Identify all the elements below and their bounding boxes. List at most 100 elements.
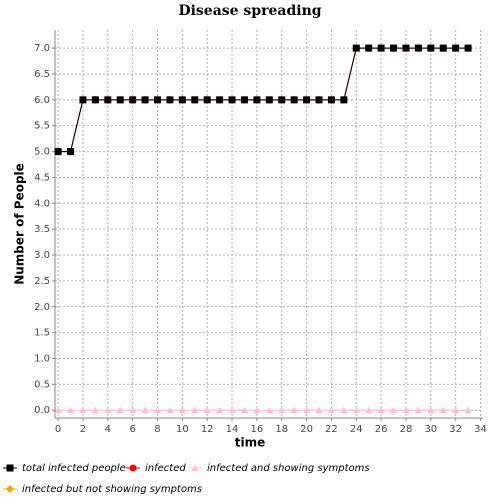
marker — [129, 96, 137, 104]
x-tick-label: 20 — [300, 424, 313, 435]
marker — [315, 96, 323, 104]
marker — [340, 96, 348, 104]
marker — [464, 406, 472, 414]
marker — [352, 44, 360, 52]
marker — [452, 406, 460, 414]
marker — [178, 96, 186, 104]
x-tick-label: 32 — [449, 424, 462, 435]
marker — [6, 485, 14, 493]
marker — [67, 406, 75, 414]
marker — [191, 406, 199, 414]
marker — [153, 406, 161, 414]
x-tick-label: 10 — [176, 424, 189, 435]
marker — [129, 464, 137, 472]
y-tick-label: 1.5 — [34, 328, 50, 339]
marker — [414, 44, 422, 52]
x-tick-label: 34 — [474, 424, 487, 435]
legend-label: infected and showing symptoms — [207, 463, 370, 474]
marker — [365, 44, 373, 52]
marker — [439, 44, 447, 52]
x-tick-label: 14 — [226, 424, 239, 435]
x-tick-label: 8 — [154, 424, 160, 435]
x-tick-label: 16 — [251, 424, 264, 435]
marker — [439, 406, 447, 414]
x-tick-label: 26 — [375, 424, 388, 435]
marker — [265, 406, 273, 414]
marker — [216, 96, 224, 104]
y-tick-label: 3.5 — [34, 224, 50, 235]
marker — [464, 44, 472, 52]
marker — [402, 406, 410, 414]
marker — [452, 44, 460, 52]
marker — [327, 96, 335, 104]
y-tick-label: 3.0 — [34, 250, 50, 261]
x-tick-label: 0 — [55, 424, 61, 435]
marker — [203, 406, 211, 414]
y-axis-label: Number of People — [13, 163, 27, 285]
legend-label: total infected people — [22, 463, 126, 474]
marker — [216, 406, 224, 414]
marker — [303, 96, 311, 104]
marker — [240, 406, 248, 414]
y-tick-label: 4.5 — [34, 172, 50, 183]
marker — [203, 96, 211, 104]
marker — [228, 96, 236, 104]
x-tick-label: 22 — [325, 424, 338, 435]
x-tick-label: 28 — [400, 424, 413, 435]
x-tick-label: 2 — [80, 424, 86, 435]
marker — [390, 44, 398, 52]
marker — [141, 96, 149, 104]
marker — [327, 406, 335, 414]
x-axis-label: time — [235, 436, 266, 450]
y-tick-label: 2.0 — [34, 302, 50, 313]
marker — [427, 44, 435, 52]
marker — [54, 148, 62, 156]
series-line — [58, 47, 469, 153]
marker — [79, 406, 87, 414]
marker — [141, 406, 149, 414]
y-tick-label: 6.5 — [34, 69, 50, 80]
marker — [129, 406, 137, 414]
marker — [91, 406, 99, 414]
marker — [414, 406, 422, 414]
marker — [365, 406, 373, 414]
marker — [166, 96, 174, 104]
y-tick-label: 5.5 — [34, 121, 50, 132]
marker — [290, 96, 298, 104]
marker — [278, 406, 286, 414]
x-tick-label: 24 — [350, 424, 363, 435]
marker — [191, 464, 199, 471]
marker — [352, 406, 360, 414]
marker — [91, 96, 99, 104]
y-tick-label: 5.0 — [34, 147, 50, 158]
marker — [228, 406, 236, 414]
marker — [315, 406, 323, 414]
y-tick-label: 6.0 — [34, 95, 50, 106]
x-tick-label: 18 — [275, 424, 288, 435]
marker — [116, 406, 124, 414]
y-tick-label: 2.5 — [34, 276, 50, 287]
marker — [390, 406, 398, 414]
marker — [240, 96, 248, 104]
marker — [191, 96, 199, 104]
marker — [104, 96, 112, 104]
marker — [79, 96, 87, 104]
marker — [253, 406, 261, 414]
marker — [116, 96, 124, 104]
marker — [54, 406, 62, 414]
marker — [153, 96, 161, 104]
y-tick-label: 4.0 — [34, 198, 50, 209]
legend-label: infected — [145, 463, 186, 474]
marker — [340, 406, 348, 414]
marker — [377, 406, 385, 414]
marker — [377, 44, 385, 52]
y-tick-label: 0.5 — [34, 379, 50, 390]
x-tick-label: 4 — [105, 424, 111, 435]
marker — [265, 96, 273, 104]
marker — [166, 406, 174, 414]
x-tick-label: 12 — [201, 424, 214, 435]
y-tick-label: 0.0 — [34, 405, 50, 416]
marker — [303, 406, 311, 414]
marker — [278, 96, 286, 104]
